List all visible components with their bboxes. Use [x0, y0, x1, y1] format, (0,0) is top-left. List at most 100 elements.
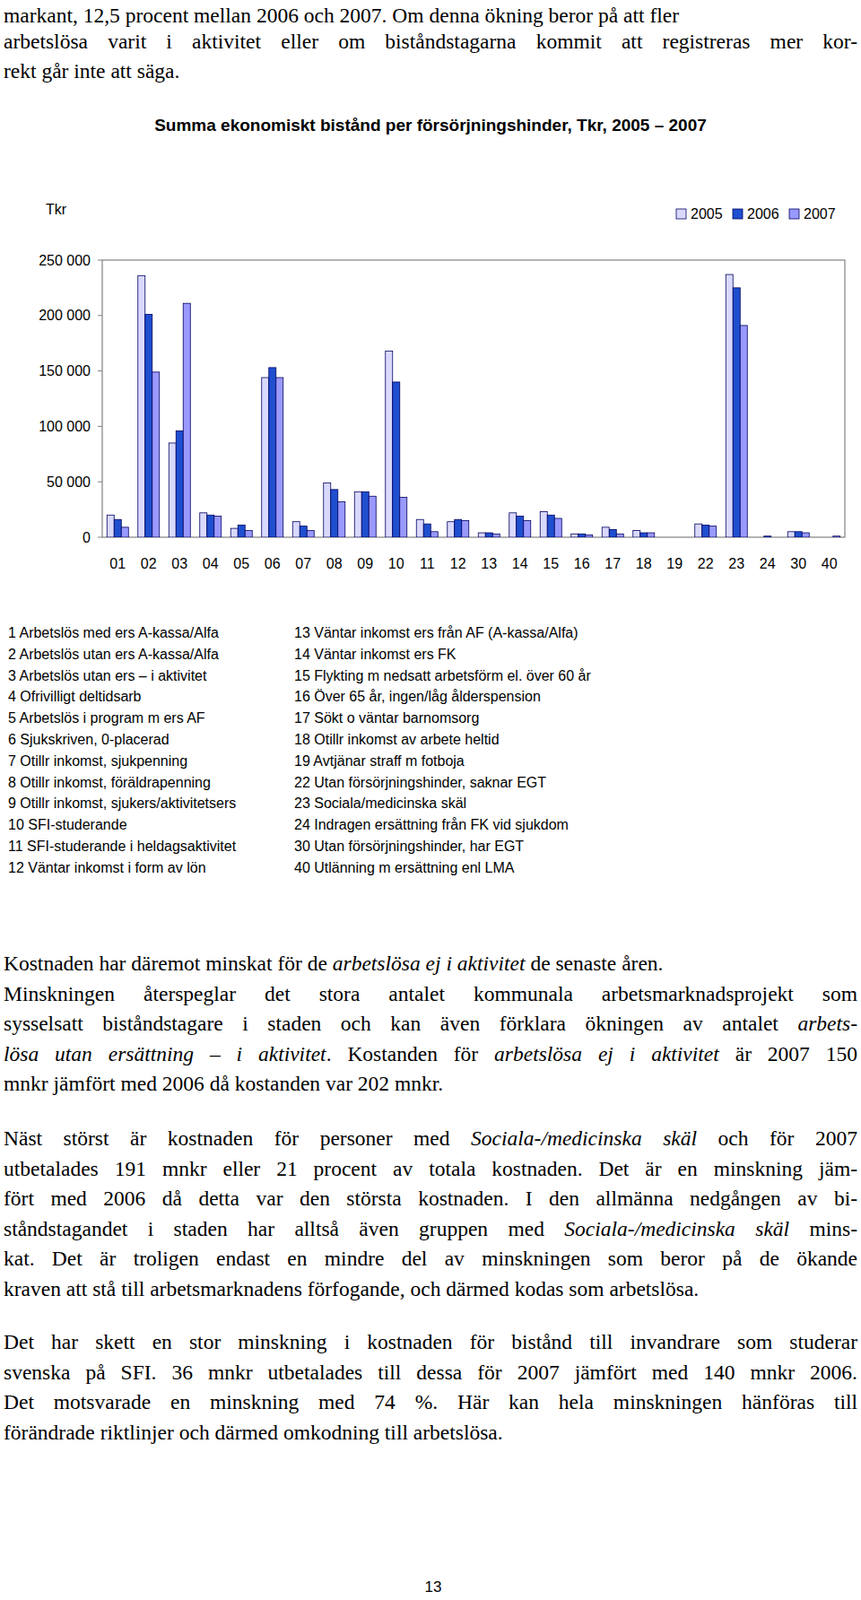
text-run: Det har skett en stor minskning i kostna… [3, 1330, 858, 1354]
x-tick-label: 13 [480, 556, 497, 572]
legend-swatch [789, 208, 800, 219]
x-tick-label: 24 [759, 556, 776, 572]
text-line: förändrade riktlinjer och därmed omkodni… [3, 1417, 858, 1449]
code-legend-item: 24 Indragen ersättning från FK vid sjukd… [294, 817, 569, 834]
bar [539, 512, 548, 538]
bar [478, 532, 486, 538]
y-tick [97, 426, 103, 427]
text-line: Minskningen återspeglar det stora antale… [3, 979, 858, 1010]
bar [616, 533, 624, 538]
bar [330, 489, 339, 538]
text-run: markant, 12,5 procent mellan 2006 och 20… [3, 3, 679, 27]
text-line: sysselsatt biståndstagare i staden och k… [3, 1008, 858, 1040]
bar [571, 533, 579, 538]
bar [794, 531, 802, 538]
bar [392, 382, 401, 538]
bar [292, 521, 300, 538]
bar [323, 482, 331, 538]
text-run: förändrade riktlinjer och därmed omkodni… [3, 1420, 504, 1444]
bar [547, 514, 555, 538]
x-tick-label: 08 [326, 556, 343, 572]
text-line: utbetalades 191 mnkr eller 21 procent av… [3, 1154, 858, 1185]
bar [461, 520, 470, 538]
bar [269, 367, 277, 538]
x-tick-label: 09 [356, 556, 374, 572]
text-run: Sociala-/medicinska skäl [470, 1126, 697, 1150]
bar [276, 377, 284, 538]
text-line: arbetslösa varit i aktivitet eller om bi… [3, 26, 858, 58]
code-legend-item: 5 Arbetslös i program m ers AF [8, 710, 206, 727]
bar [261, 377, 270, 538]
bar [516, 516, 524, 538]
x-tick-label: 22 [697, 556, 714, 572]
bar [385, 350, 393, 538]
text-line: Näst störst är kostnaden för personer me… [3, 1123, 858, 1155]
bar [182, 303, 191, 538]
bar [306, 530, 314, 538]
x-tick-label: 15 [542, 556, 559, 572]
text-run: och för 2007 [696, 1126, 858, 1150]
x-tick-label: 01 [109, 556, 126, 572]
y-tick-label: 100 000 [38, 418, 91, 435]
bar [554, 518, 562, 538]
bar [168, 443, 176, 538]
bar [709, 526, 717, 538]
text-line: lösa utan ersättning – i aktivitet. Kost… [3, 1039, 858, 1070]
bar [207, 514, 215, 538]
code-legend-item: 3 Arbetslös utan ers – i aktivitet [8, 668, 207, 685]
code-legend-item: 6 Sjukskriven, 0-placerad [8, 731, 170, 748]
text-run: Det motsvarade en minskning med 74 %. Hä… [3, 1390, 858, 1414]
bar [787, 531, 795, 538]
bar [175, 430, 183, 538]
x-tick-label: 04 [202, 556, 219, 572]
code-legend-item: 9 Otillr inkomst, sjukers/aktivitetsers [8, 795, 236, 812]
bar [368, 495, 376, 538]
text-run: rekt går inte att säga. [3, 59, 180, 83]
y-tick-label: 250 000 [38, 252, 91, 269]
legend-label: 2005 [690, 206, 723, 222]
text-run: arbetslösa varit i aktivitet eller om bi… [3, 29, 858, 53]
bar [430, 531, 438, 538]
bars [106, 274, 841, 538]
bar [237, 524, 245, 538]
text-line: svenska på SFI. 36 mnkr utbetalades till… [3, 1357, 858, 1389]
bar [826, 537, 834, 539]
x-tick-label: 10 [388, 556, 405, 572]
y-tick-label: 0 [82, 530, 91, 546]
x-tick-label: 02 [140, 556, 157, 572]
text-line: Kostnaden har däremot minskat för de arb… [3, 948, 858, 980]
text-run: kat. Det är troligen endast en mindre de… [3, 1246, 858, 1270]
bar [640, 532, 648, 538]
text-line: rekt går inte att säga. [3, 56, 858, 87]
y-tick [97, 537, 103, 539]
x-tick-label: 03 [171, 556, 188, 572]
text-run: mnkr jämfört med 2006 då kostanden var 2… [3, 1071, 444, 1096]
code-legend-item: 7 Otillr inkomst, sjukpenning [8, 753, 188, 770]
bar [152, 372, 160, 538]
y-tick [97, 481, 103, 483]
bar [361, 491, 369, 538]
bar [608, 529, 617, 538]
bar [801, 532, 809, 538]
text-run: Minskningen återspeglar det stora antale… [3, 982, 858, 1006]
bar [145, 314, 153, 538]
legend-label: 2006 [747, 206, 780, 222]
page-number: 13 [0, 1578, 861, 1597]
text-run: arbetslösa ej i aktivitet [494, 1042, 720, 1066]
code-legend-item: 12 Väntar inkomst i form av lön [8, 860, 207, 877]
code-legend-item: 19 Avtjänar straff m fotboja [294, 753, 465, 770]
text-line: markant, 12,5 procent mellan 2006 och 20… [3, 0, 858, 32]
bar [601, 527, 609, 538]
legend-swatch [676, 208, 687, 219]
text-run: Sociala-/medicinska skäl [564, 1217, 790, 1241]
bar [739, 325, 748, 538]
code-legend-item: 13 Väntar inkomst ers från AF (A-kassa/A… [294, 625, 579, 642]
bar [695, 523, 703, 538]
text-run: kraven att stå till arbetsmarknadens för… [3, 1277, 699, 1301]
bar [725, 274, 733, 538]
code-legend-item: 17 Sökt o väntar barnomsorg [294, 710, 479, 727]
bar [702, 524, 710, 538]
text-run: lösa utan ersättning – i aktivitet [3, 1042, 327, 1066]
code-legend-item: 18 Otillr inkomst av arbete heltid [294, 731, 500, 748]
bar [200, 513, 208, 538]
